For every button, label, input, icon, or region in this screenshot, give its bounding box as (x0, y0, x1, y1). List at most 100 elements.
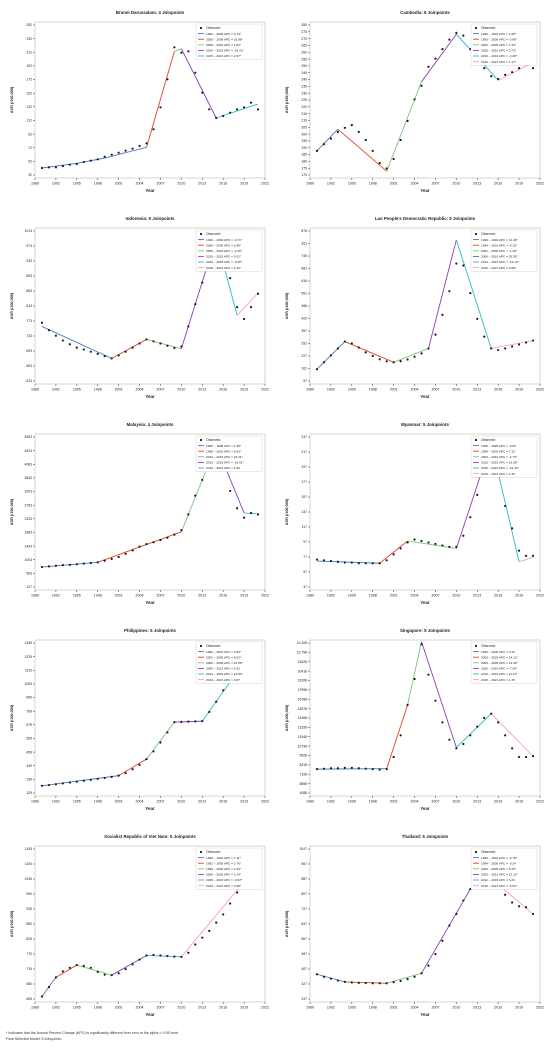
x-tick-label: 2022 (261, 594, 269, 598)
observed-point (152, 750, 155, 753)
x-tick-label: 1992 (327, 388, 335, 392)
legend-box (195, 641, 263, 684)
observed-point (524, 341, 528, 344)
observed-point (117, 354, 120, 357)
chart-title: Socialist Republic of Viet Nam: 5 Joinpo… (104, 834, 196, 839)
y-tick-label: 21,798 (297, 651, 307, 655)
observed-point (517, 755, 521, 759)
observed-point (166, 78, 169, 81)
x-tick-label: 2010 (452, 182, 460, 186)
observed-point (124, 149, 127, 152)
x-tick-label: 1992 (52, 182, 60, 186)
observed-point (249, 511, 253, 515)
observed-point (455, 262, 458, 265)
observed-point (511, 901, 514, 904)
x-tick-label: 2013 (473, 388, 481, 392)
observed-point (222, 114, 225, 118)
observed-point (399, 138, 402, 142)
y-tick-label: 563 (26, 572, 32, 576)
observed-point (524, 906, 528, 909)
legend-entry: 2015 – 2021 APC = 1.35 (481, 678, 515, 682)
observed-point (68, 163, 71, 166)
x-tick-label: 2004 (136, 1006, 144, 1010)
x-tick-label: 1989 (31, 388, 39, 392)
observed-point (47, 783, 51, 787)
observed-point (187, 50, 190, 53)
observed-point (61, 782, 64, 785)
legend-observed-marker (199, 438, 203, 442)
y-axis-label: ASR (/100,000) (285, 498, 289, 525)
observed-point (511, 747, 514, 750)
fitted-segment-line (316, 128, 339, 152)
observed-point (378, 562, 381, 565)
y-tick-label: 616 (301, 279, 307, 283)
legend-box (195, 23, 263, 60)
x-tick-label: 1992 (52, 1006, 60, 1010)
y-tick-label: 215 (301, 112, 307, 116)
chart-panel: Lao People's Democratic Republic: 5 Join… (275, 208, 550, 416)
observed-point (138, 763, 141, 766)
y-tick-label: 92 (28, 132, 32, 136)
x-tick-label: 2022 (261, 388, 269, 392)
legend-entry: 2015 – 2019 APC = -24.42* (481, 466, 520, 470)
observed-point (378, 358, 381, 361)
observed-point (504, 73, 507, 76)
x-tick-label: 2022 (261, 182, 269, 186)
y-tick-label: 132 (26, 105, 32, 109)
x-tick-label: 2001 (115, 1006, 123, 1010)
observed-point (378, 161, 381, 165)
x-tick-label: 2016 (494, 594, 502, 598)
observed-point (350, 124, 353, 127)
y-tick-label: 459 (26, 750, 32, 754)
observed-point (229, 489, 232, 493)
x-tick-label: 2007 (431, 594, 439, 598)
observed-point (350, 981, 353, 984)
y-tick-label: 72 (28, 146, 32, 150)
legend-entry: 2013 – 2019 APC = 10.50* (206, 672, 244, 676)
observed-point (40, 565, 44, 569)
observed-point (350, 766, 353, 769)
y-tick-label: 880 (26, 922, 32, 926)
observed-point (364, 767, 367, 770)
y-tick-label: 292 (301, 342, 307, 346)
x-tick-label: 1995 (73, 388, 81, 392)
legend-entry: 2005 – 2009 APC = 32.88* (206, 37, 244, 41)
legend-observed-label: Observed (481, 438, 495, 442)
y-tick-label: 237 (301, 435, 307, 439)
legend-entry: 2005 – 2010 APC = -7.26* (481, 667, 518, 671)
observed-point (511, 71, 514, 74)
observed-point (336, 347, 339, 350)
observed-point (166, 344, 169, 347)
x-tick-label: 1995 (73, 1006, 81, 1010)
observed-point (413, 975, 416, 978)
y-tick-label: 247 (301, 997, 307, 1001)
x-tick-label: 2016 (494, 388, 502, 392)
legend-observed-marker (474, 850, 478, 854)
chart-panel: Cambodia: 5 Joinpoints 1989 1992 1995 1998 20… (275, 2, 550, 210)
y-tick-label: 422 (301, 317, 307, 321)
legend-box (470, 641, 538, 684)
observed-point (315, 368, 319, 371)
fitted-segment-line (490, 713, 534, 757)
y-tick-label: 15578 (298, 707, 308, 711)
legend-entry: 1990 – 2005 APC = 3.79* (206, 32, 242, 36)
observed-point (497, 721, 500, 724)
x-tick-label: 2010 (452, 1006, 460, 1010)
chart-title: Thailand: 5 Joinpoints (402, 834, 449, 839)
observed-point (117, 774, 120, 777)
observed-point (483, 335, 486, 338)
legend-entry: 2019 – 2021 APC = 1.99 (206, 466, 240, 470)
legend-entry: 1994 – 2000 APC = -0.34 (481, 861, 516, 865)
y-tick-label: 170 (301, 173, 307, 177)
observed-point (427, 347, 430, 350)
observed-point (152, 340, 155, 343)
observed-point (89, 350, 92, 353)
y-tick-label: 4523 (24, 449, 32, 453)
x-axis-label: Year (145, 394, 155, 399)
chart-panel: Malaysia: 4 Joinpoints 1989 1992 1995 1998 20… (0, 414, 275, 622)
x-tick-label: 2004 (136, 594, 144, 598)
x-axis-label: Year (145, 188, 155, 193)
observed-point (531, 67, 535, 70)
legend-entry: 2005 – 2010 APC = -0.46* (206, 249, 243, 253)
observed-point (392, 755, 395, 759)
